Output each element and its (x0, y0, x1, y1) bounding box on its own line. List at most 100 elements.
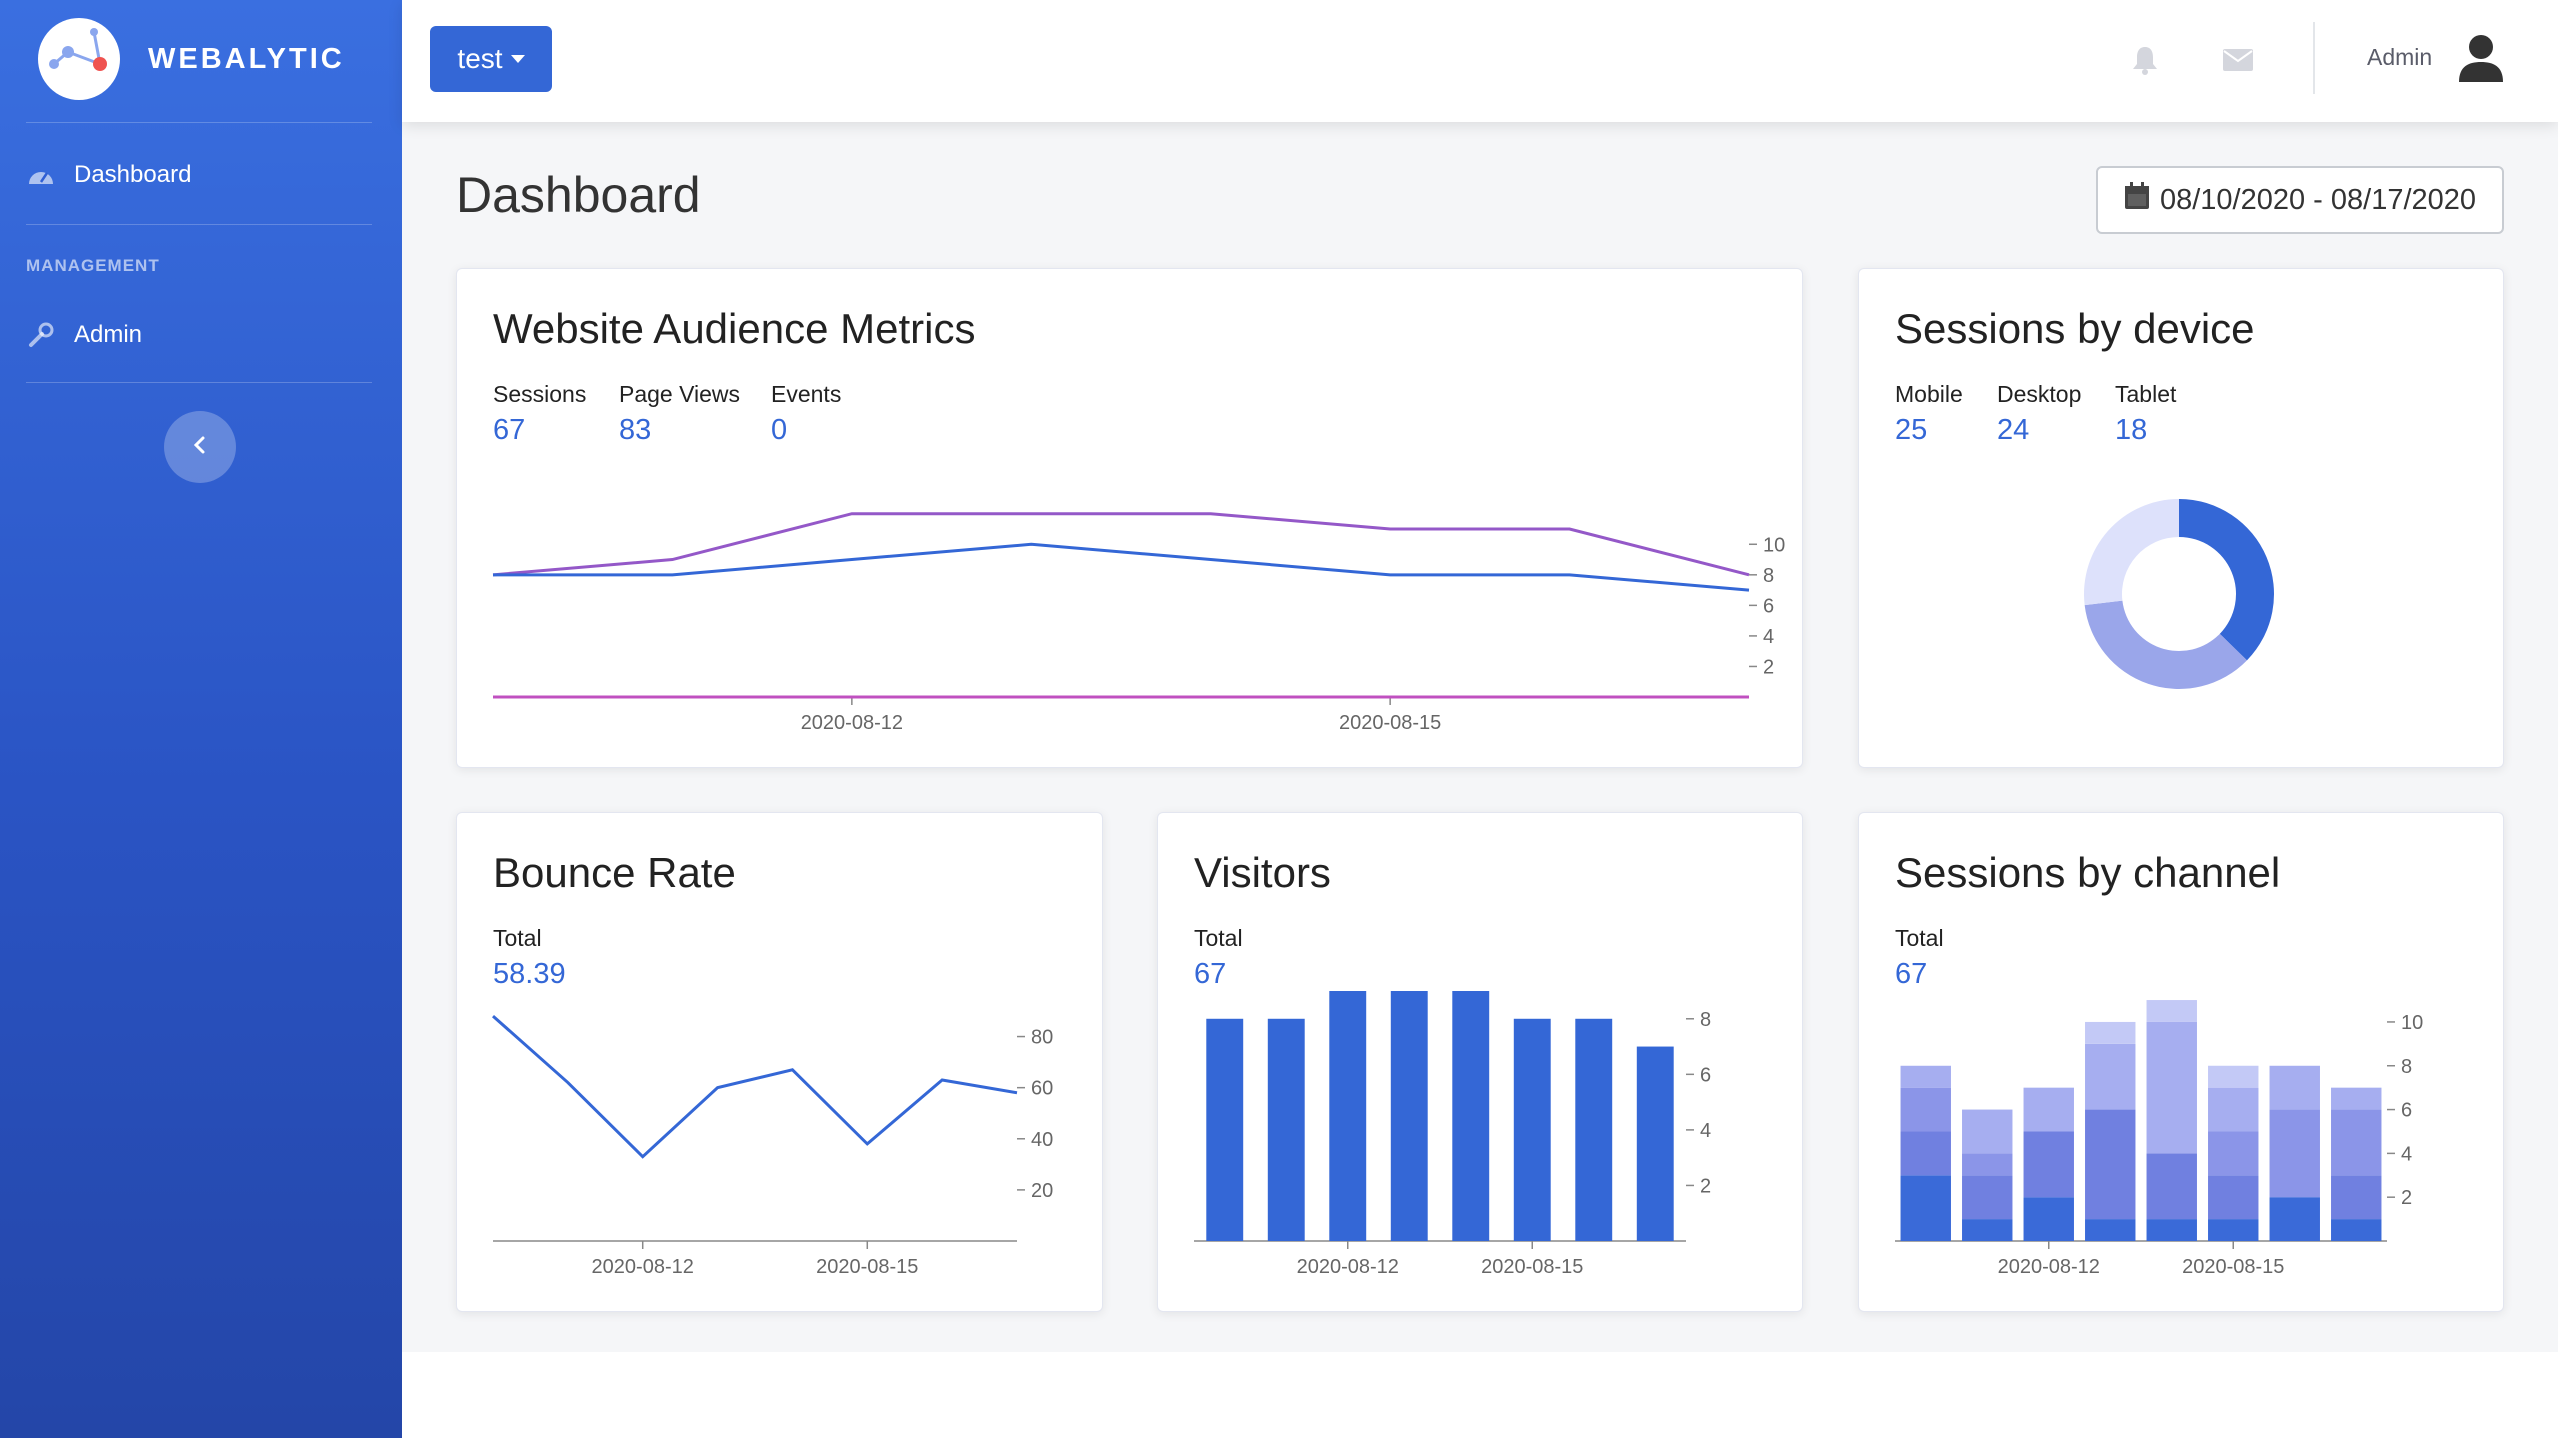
metric-label: Sessions (493, 381, 587, 407)
metric-label: Total (493, 925, 542, 951)
y-tick-label: 6 (2401, 1100, 2412, 1122)
brand-logo-icon (38, 18, 120, 100)
x-tick-label: 2020-08-15 (816, 1256, 918, 1278)
metric-label: Total (1194, 925, 1243, 951)
stacked-bar-segment-3 (2146, 1021, 2197, 1154)
stacked-bar-segment-0 (2208, 1219, 2259, 1241)
brand-name: WEBALYTIC (148, 42, 345, 75)
metric-label: Page Views (619, 381, 741, 407)
y-tick-label: 40 (1031, 1129, 1053, 1151)
y-tick-label: 8 (1763, 565, 1774, 587)
metric-value: 18 (2115, 414, 2148, 446)
stacked-bar-segment-0 (2331, 1219, 2382, 1241)
stacked-bar-segment-3 (2269, 1065, 2320, 1110)
metric-value: 25 (1895, 414, 1928, 446)
metric-label: Total (1895, 925, 1944, 951)
bounce-line-chart: 20 40 60 80 2020-08-12 2020-08-15 (492, 1014, 1053, 1278)
bar (1206, 1018, 1244, 1241)
sidebar-item-admin[interactable]: Admin (26, 310, 372, 360)
device-donut-chart (2084, 499, 2274, 689)
metric-value: 58.39 (493, 958, 566, 990)
stacked-bar-segment-1 (2146, 1153, 2197, 1220)
stacked-bar-segment-0 (1900, 1175, 1951, 1241)
sidebar-divider (26, 122, 372, 123)
y-tick-label: 4 (1763, 626, 1774, 648)
series-line-0 (492, 1014, 1018, 1159)
topbar: test Admin (402, 0, 2558, 122)
y-tick-label: 2 (1700, 1175, 1711, 1197)
stacked-bar-segment-3 (1962, 1109, 2013, 1154)
stacked-bar-segment-1 (1900, 1131, 1951, 1176)
y-tick-label: 6 (1700, 1064, 1711, 1086)
user-name[interactable]: Admin (2367, 44, 2433, 70)
x-tick-label: 2020-08-12 (592, 1256, 694, 1278)
sidebar-item-label: Dashboard (74, 161, 192, 188)
x-tick-label: 2020-08-15 (2182, 1256, 2284, 1278)
stacked-bar-segment-4 (2146, 1000, 2197, 1022)
site-selector-label: test (457, 43, 503, 74)
metric-sessions: Sessions 67 (493, 381, 586, 447)
page-title: Dashboard (456, 167, 701, 223)
stacked-bar-segment-3 (2331, 1087, 2382, 1110)
metric-label: Mobile (1895, 381, 1963, 407)
x-tick-label: 2020-08-12 (1998, 1256, 2100, 1278)
stacked-bar-segment-0 (2269, 1197, 2320, 1241)
sidebar-heading: MANAGEMENT (26, 256, 160, 275)
sidebar-divider (26, 224, 372, 225)
sidebar-divider (26, 382, 372, 383)
metric-value: 0 (771, 414, 788, 446)
bar (1390, 991, 1428, 1241)
date-range-picker[interactable]: 08/10/2020 - 08/17/2020 (2096, 166, 2504, 234)
site-selector-button[interactable]: test (430, 26, 552, 92)
y-tick-label: 4 (1700, 1120, 1711, 1142)
metric-label: Tablet (2115, 381, 2177, 407)
stacked-bar-segment-0 (1962, 1219, 2013, 1241)
sidebar: WEBALYTIC Dashboard MANAGEMENT Admin (0, 0, 402, 1438)
y-tick-label: 20 (1031, 1180, 1053, 1202)
stacked-bar-segment-0 (2023, 1197, 2074, 1241)
bar (1267, 1018, 1305, 1241)
card-sessions-by-device: Sessions by device Mobile 25 Desktop 24 … (1858, 268, 2504, 768)
stacked-bar-segment-1 (1962, 1175, 2013, 1220)
y-tick-label: 8 (2401, 1056, 2412, 1078)
bar (1513, 1018, 1551, 1241)
stacked-bar-segment-2 (1962, 1153, 2013, 1176)
stacked-bar-segment-1 (2023, 1131, 2074, 1198)
card-visitors: Visitors Total 67 2 4 6 8 2020-08-12 2020-08-… (1157, 812, 1803, 1312)
stacked-bar-segment-3 (2085, 1043, 2136, 1110)
card-title: Sessions by device (1895, 305, 2255, 352)
stacked-bar-segment-2 (1900, 1087, 1951, 1132)
stacked-bar-segment-1 (2208, 1175, 2259, 1220)
metric-value: 83 (619, 414, 652, 446)
card-title: Sessions by channel (1895, 849, 2281, 896)
card-sessions-by-channel: Sessions by channel Total 67 2 4 6 8 10 2020-… (1858, 812, 2504, 1312)
stacked-bar-segment-2 (2269, 1109, 2320, 1198)
x-tick-label: 2020-08-12 (801, 712, 903, 734)
stacked-bar-segment-3 (1900, 1065, 1951, 1088)
card-title: Bounce Rate (493, 849, 736, 896)
y-tick-label: 60 (1031, 1078, 1053, 1100)
y-tick-label: 6 (1763, 595, 1774, 617)
y-tick-label: 10 (2401, 1012, 2423, 1034)
user-icon[interactable] (2455, 32, 2507, 86)
sidebar-collapse-button[interactable] (164, 411, 236, 483)
channel-stacked-bar-chart: 2 4 6 8 10 2020-08-12 2020-08-15 (1895, 1000, 2423, 1278)
metric-desktop: Desktop 24 (1997, 381, 2081, 447)
card-title: Website Audience Metrics (493, 305, 976, 352)
stacked-bar-segment-4 (2208, 1065, 2259, 1088)
bar (1636, 1046, 1674, 1241)
tachometer-icon (26, 160, 56, 190)
wrench-icon (26, 320, 56, 350)
brand[interactable]: WEBALYTIC (38, 18, 345, 100)
y-tick-label: 2 (1763, 656, 1774, 678)
metric-events: Events 0 (771, 381, 841, 447)
metric-tablet: Tablet 18 (2115, 381, 2176, 447)
sidebar-item-dashboard[interactable]: Dashboard (26, 150, 372, 200)
calendar-icon (2124, 182, 2150, 218)
bar (1452, 991, 1490, 1241)
audience-line-chart: 2 4 6 8 10 2020-08-12 2020-08-15 (492, 512, 1785, 734)
metric-value: 67 (493, 414, 526, 446)
bell-icon[interactable] (2125, 40, 2165, 80)
stacked-bar-segment-4 (2085, 1021, 2136, 1044)
envelope-icon[interactable] (2218, 40, 2258, 80)
